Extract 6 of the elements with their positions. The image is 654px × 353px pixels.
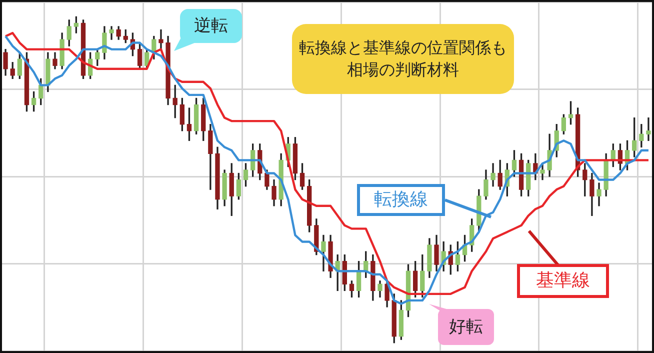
candlestick [646, 117, 651, 141]
legend-label: 転換線 [373, 188, 429, 212]
annotation: 逆転 [193, 14, 229, 38]
annotation: 転換線と基準線の位置関係も相場の判断材料 [298, 37, 508, 81]
annotation: 好転 [448, 316, 484, 338]
text: 基準線 [535, 268, 591, 293]
